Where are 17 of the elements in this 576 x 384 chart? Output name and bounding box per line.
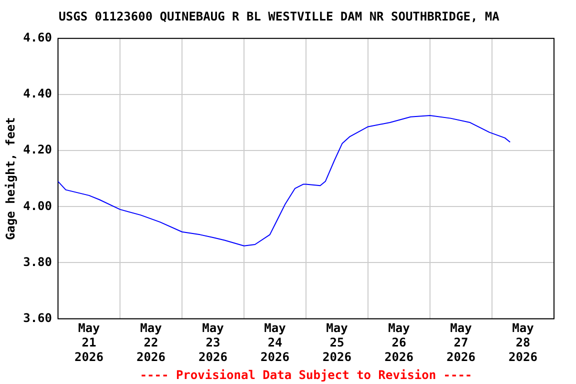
x-tick-label: May 23 2026 [198,321,228,364]
y-tick-label: 4.60 [23,30,52,45]
x-tick-label: May 26 2026 [384,321,414,364]
x-tick-label: May 21 2026 [74,321,104,364]
y-tick-label: 4.00 [23,198,52,213]
x-tick-label: May 27 2026 [446,321,476,364]
y-axis-title: Gage height, feet [3,117,18,240]
x-tick-label: May 24 2026 [260,321,290,364]
x-tick-label: May 28 2026 [508,321,538,364]
text: ---- Provisional Data Subject to Revision ---- [140,368,472,382]
x-tick-label: May 25 2026 [322,321,352,364]
y-tick-label: 3.60 [23,310,52,325]
y-tick-label: 3.80 [23,254,52,269]
chart-title: USGS 01123600 QUINEBAUG R BL WESTVILLE DAM NR SOUTHBRIDGE, MA [58,9,500,24]
y-tick-label: 4.20 [23,142,52,157]
x-tick-label: May 22 2026 [136,321,166,364]
y-tick-label: 4.40 [23,86,52,101]
